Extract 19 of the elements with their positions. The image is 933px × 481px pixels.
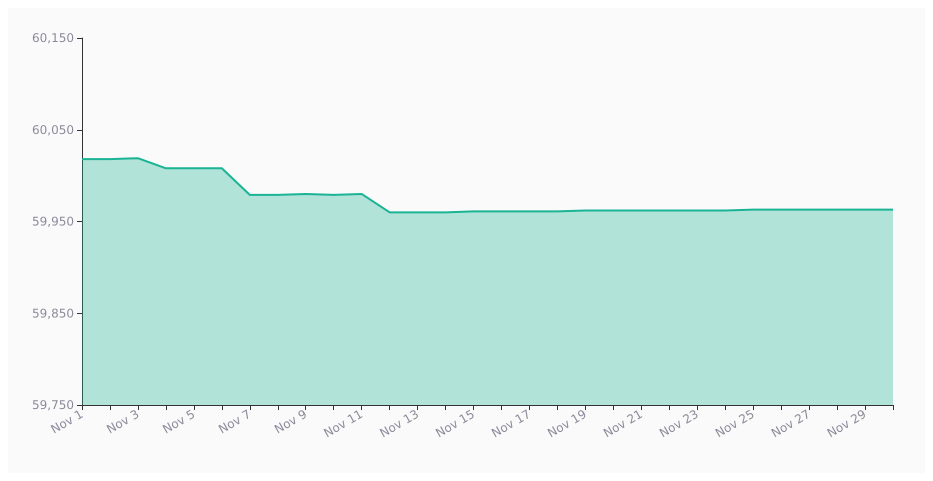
y-tick-label: 59,750 bbox=[32, 398, 74, 412]
x-tick-label: Nov 19 bbox=[545, 406, 589, 440]
y-tick-label: 60,150 bbox=[32, 31, 74, 45]
x-tick-label: Nov 3 bbox=[104, 406, 142, 436]
y-tick-label: 59,950 bbox=[32, 214, 74, 228]
x-tick-label: Nov 11 bbox=[321, 406, 366, 440]
y-tick-label: 60,050 bbox=[32, 122, 74, 137]
x-tick-label: Nov 5 bbox=[160, 406, 198, 436]
x-tick-label: Nov 21 bbox=[601, 406, 645, 440]
x-tick-label: Nov 13 bbox=[377, 406, 422, 440]
x-tick-label: Nov 23 bbox=[656, 406, 701, 440]
x-tick-label: Nov 29 bbox=[824, 406, 869, 440]
x-tick-label: Nov 27 bbox=[768, 406, 813, 440]
x-tick-label: Nov 15 bbox=[433, 406, 478, 440]
x-tick-label: Nov 9 bbox=[272, 406, 310, 436]
x-tick-label: Nov 25 bbox=[712, 406, 757, 440]
x-tick-label: Nov 7 bbox=[216, 406, 254, 436]
x-tick-label: Nov 17 bbox=[489, 406, 533, 440]
y-tick-label: 59,850 bbox=[32, 306, 74, 320]
